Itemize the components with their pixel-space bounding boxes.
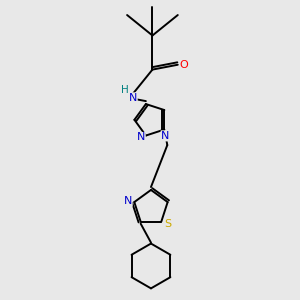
Text: S: S <box>164 219 172 229</box>
Text: N: N <box>129 93 137 103</box>
Text: N: N <box>124 196 132 206</box>
Text: N: N <box>137 133 145 142</box>
Text: H: H <box>121 85 129 95</box>
Text: O: O <box>180 60 188 70</box>
Text: N: N <box>161 131 170 141</box>
